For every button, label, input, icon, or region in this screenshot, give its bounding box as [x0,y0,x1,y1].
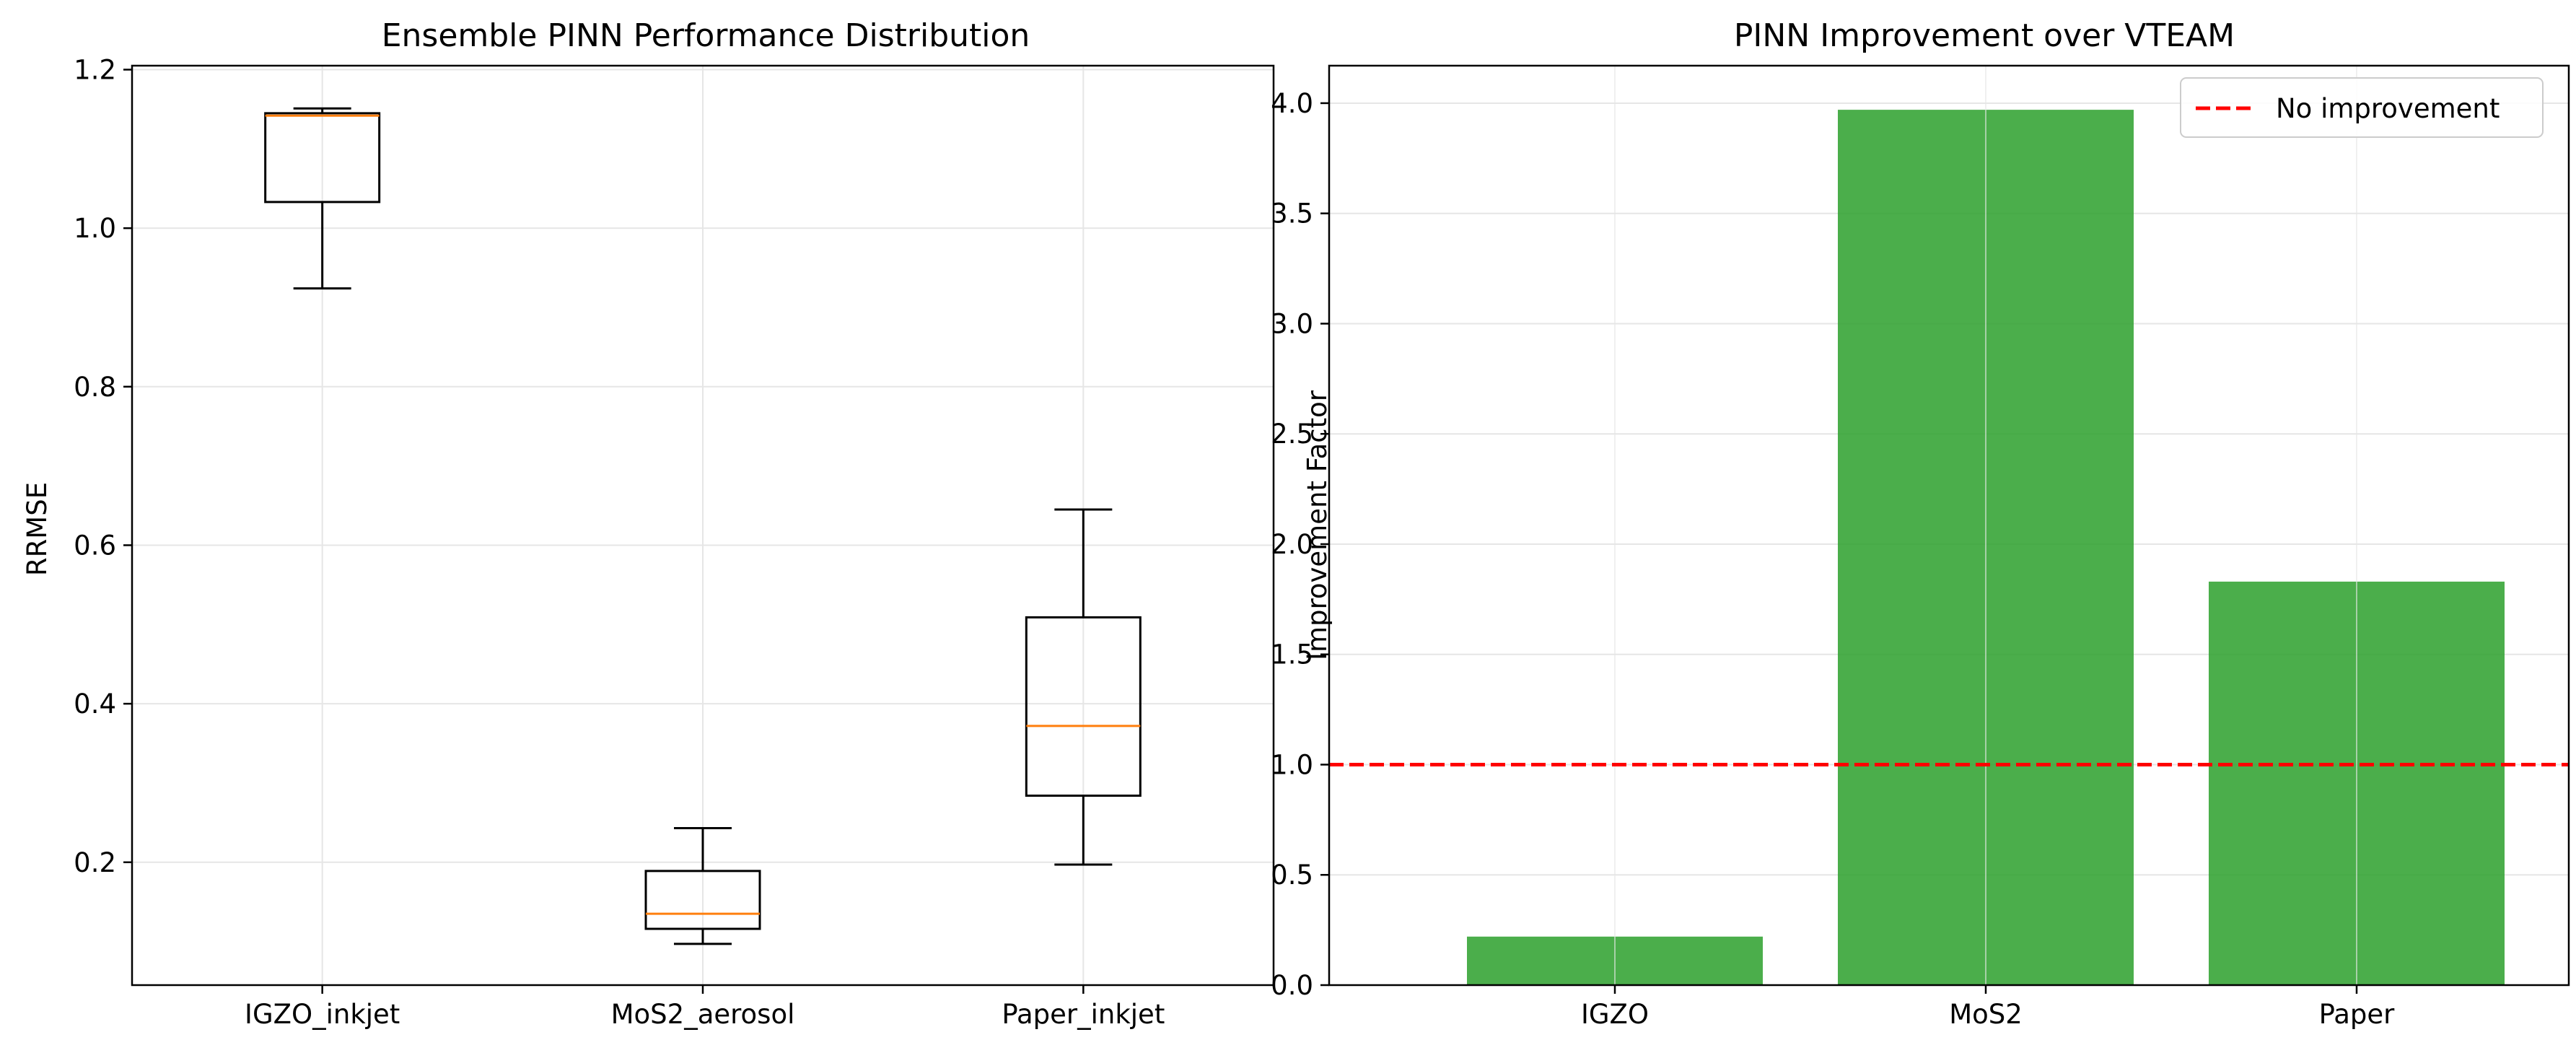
right-ytick-label: 4.0 [1271,88,1313,119]
left-ytick-label: 0.6 [74,530,116,561]
right-ytick-label: 1.5 [1271,639,1313,670]
box-Paper_inkjet [1025,508,1142,866]
right-ytick-label: 0.0 [1271,970,1313,1001]
right-plot-frame [1328,64,2570,987]
right-y-axis-label: Improvement Factor [1302,390,1333,660]
right-xtick-label: IGZO [1581,999,1649,1030]
right-axis-ticks: 0.0 0.5 1.0 1.5 2.0 2.5 3.0 3.5 4.0 IGZO MoS2 Paper [1271,88,2395,1030]
right-ytick-label: 3.5 [1271,198,1313,229]
left-xtick-label: Paper_inkjet [1002,999,1165,1030]
left-xtick-label: IGZO_inkjet [245,999,400,1030]
left-ytick-label: 0.8 [74,372,116,403]
left-ytick-label: 0.2 [74,847,116,878]
right-bars [1467,66,2505,985]
legend-frame [2180,77,2544,138]
left-xtick-label: MoS2_aerosol [611,999,795,1030]
right-chart-title: PINN Improvement over VTEAM [1734,17,2235,54]
right-ytick-label: 1.0 [1271,749,1313,780]
right-ytick-label: 0.5 [1271,860,1313,891]
box-IGZO_inkjet [264,107,381,290]
left-panel-box-plot: Ensemble PINN Performance Distribution 0… [22,17,1275,1030]
legend-label: No improvement [2276,93,2500,124]
right-xtick-label: MoS2 [1949,999,2023,1030]
right-ytick-label: 2.0 [1271,529,1313,560]
right-ytick-label: 2.5 [1271,419,1313,450]
right-ytick-label: 3.0 [1271,308,1313,339]
left-boxes [264,107,1142,945]
legend: No improvement [2180,77,2544,138]
box-iqr [264,112,381,204]
left-ytick-label: 1.2 [74,54,116,85]
left-ytick-label: 1.0 [74,213,116,244]
right-panel-bar-chart: PINN Improvement over VTEAM 0.0 0.5 1.0 1.5… [1271,17,2570,1030]
box-iqr [1025,616,1142,797]
left-axis-ticks: 0.2 0.4 0.6 0.8 1.0 1.2 IGZO_inkjet MoS2_aeroso… [74,54,1165,1030]
left-chart-title: Ensemble PINN Performance Distribution [382,17,1030,54]
left-y-axis-label: RRMSE [22,482,53,576]
box-MoS2_aerosol [644,827,761,945]
right-xtick-label: Paper [2319,999,2396,1030]
left-ytick-label: 0.4 [74,688,116,720]
box-iqr [644,870,761,930]
